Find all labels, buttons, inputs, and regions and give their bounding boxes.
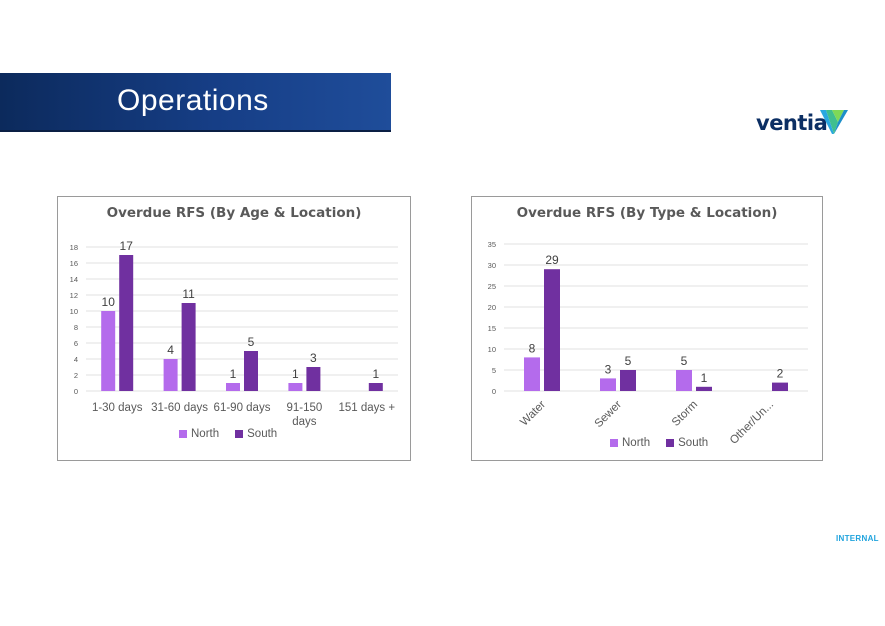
y-tick-label: 5 xyxy=(492,366,496,375)
bar-north xyxy=(163,359,178,391)
ventia-logo: ventia xyxy=(756,108,852,140)
x-tick-label: 91-150 xyxy=(286,402,322,414)
bar-south xyxy=(306,367,321,391)
title-banner: Operations xyxy=(0,73,391,132)
bar-north xyxy=(524,357,540,391)
data-label: 5 xyxy=(625,354,632,368)
y-tick-label: 35 xyxy=(488,240,496,249)
x-tick-label: 61-90 days xyxy=(214,402,271,414)
legend-swatch-north xyxy=(179,430,187,438)
data-label: 2 xyxy=(777,367,784,381)
x-tick-label: 151 days + xyxy=(339,402,396,414)
y-tick-label: 14 xyxy=(70,275,78,284)
y-tick-label: 30 xyxy=(488,261,496,270)
data-label: 3 xyxy=(605,362,612,376)
y-tick-label: 0 xyxy=(492,387,496,396)
x-tick-label: Other/Un... xyxy=(728,399,776,447)
legend-item-north: North xyxy=(610,437,650,449)
legend-swatch-south xyxy=(235,430,244,438)
data-label: 17 xyxy=(120,239,134,253)
y-tick-label: 10 xyxy=(70,307,78,316)
data-label: 5 xyxy=(248,335,255,349)
data-label: 1 xyxy=(230,367,237,381)
bar-south xyxy=(119,255,134,391)
bar-south xyxy=(772,382,788,391)
data-label: 4 xyxy=(167,343,174,357)
bar-south xyxy=(244,351,258,391)
chart-plot: 05101520253035829Water35Sewer51Storm2Oth… xyxy=(488,240,808,447)
y-tick-label: 18 xyxy=(70,243,78,252)
data-label: 8 xyxy=(529,341,536,355)
y-tick-label: 6 xyxy=(74,339,78,348)
bar-north xyxy=(101,311,116,391)
legend-swatch-south xyxy=(666,439,675,447)
bar-north xyxy=(600,378,616,391)
bar-south xyxy=(181,303,196,391)
chart-by-age-location: Overdue RFS (By Age & Location) 0 2 4 6 8 10 1… xyxy=(57,196,411,461)
chart-title: Overdue RFS (By Age & Location) xyxy=(106,205,362,221)
y-tick-label: 8 xyxy=(74,323,78,332)
legend-item-south: South xyxy=(235,428,277,440)
legend-label: North xyxy=(622,437,651,449)
chart-legend: North South xyxy=(179,428,277,440)
data-label: 1 xyxy=(701,371,708,385)
logo-wordmark: ventia xyxy=(756,111,828,135)
x-tick-label: 31-60 days xyxy=(151,402,208,414)
y-tick-label: 12 xyxy=(70,291,78,300)
data-label: 1 xyxy=(292,367,299,381)
y-tick-label: 2 xyxy=(74,371,78,380)
y-tick-label: 4 xyxy=(74,355,78,364)
chart-by-type-location: Overdue RFS (By Type & Location) 0 5 10 15 2… xyxy=(471,196,823,461)
x-tick-label: days xyxy=(292,416,317,428)
classification-label: INTERNAL xyxy=(836,534,879,543)
data-label: 5 xyxy=(681,354,688,368)
y-tick-label: 0 xyxy=(74,387,78,396)
legend-item-south: South xyxy=(666,437,708,449)
legend-label: South xyxy=(247,428,278,440)
legend-label: South xyxy=(678,437,709,449)
bar-south xyxy=(544,269,560,391)
chart-legend: North South xyxy=(610,437,708,449)
y-tick-label: 15 xyxy=(488,324,496,333)
data-label: 29 xyxy=(545,253,559,267)
bar-north xyxy=(676,370,692,391)
legend-label: North xyxy=(191,428,220,440)
data-label: 11 xyxy=(182,287,195,301)
data-label: 3 xyxy=(310,351,317,365)
y-tick-label: 25 xyxy=(488,282,496,291)
bar-south xyxy=(368,383,383,391)
bar-south xyxy=(620,370,636,391)
legend-swatch-north xyxy=(610,439,618,447)
bar-south xyxy=(696,386,712,391)
x-tick-label: Storm xyxy=(670,399,700,429)
bar-north xyxy=(288,383,303,391)
page-title: Operations xyxy=(117,84,269,117)
data-label: 10 xyxy=(102,295,116,309)
bar-north xyxy=(226,383,240,391)
x-tick-label: Water xyxy=(518,399,548,429)
y-tick-label: 20 xyxy=(488,303,496,312)
y-tick-label: 16 xyxy=(70,259,78,268)
chart-title: Overdue RFS (By Type & Location) xyxy=(516,205,778,221)
x-tick-label: 1-30 days xyxy=(92,402,143,414)
y-tick-label: 10 xyxy=(488,345,496,354)
leaf-logo-icon xyxy=(820,110,848,134)
x-tick-label: Sewer xyxy=(593,399,625,431)
legend-item-north: North xyxy=(179,428,219,440)
data-label: 1 xyxy=(372,367,379,381)
